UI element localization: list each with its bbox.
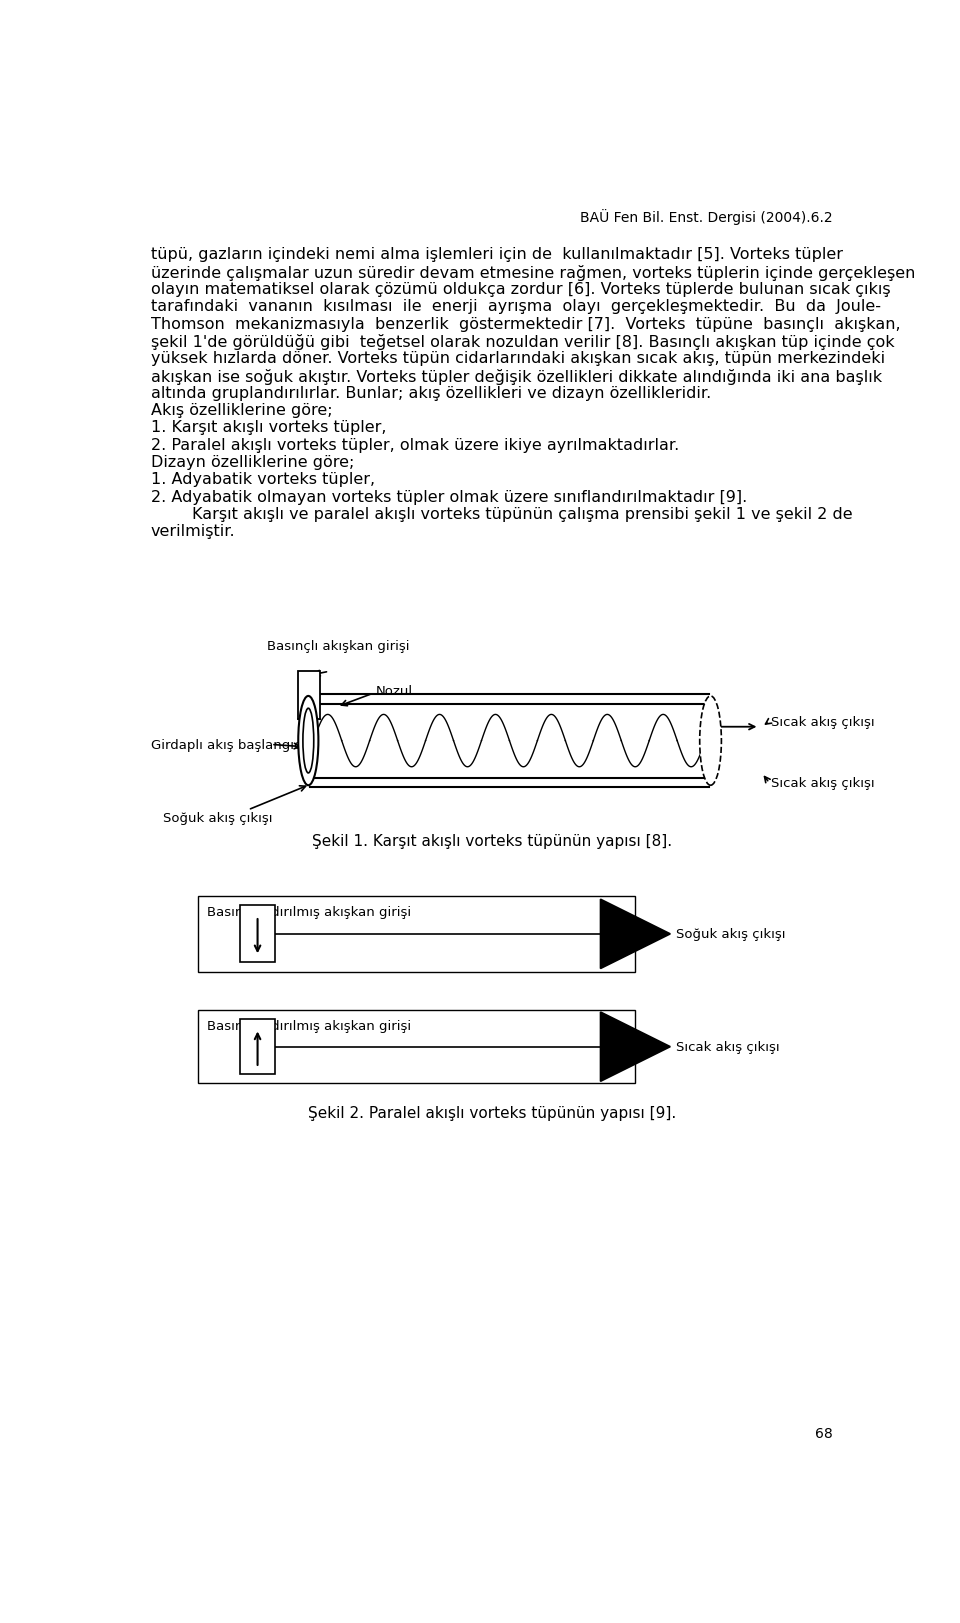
Bar <box>198 1011 636 1084</box>
Text: Karşıt akışlı ve paralel akışlı vorteks tüpünün çalışma prensibi şekil 1 ve şeki: Karşıt akışlı ve paralel akışlı vorteks … <box>151 506 852 521</box>
Text: Soğuk akış çıkışı: Soğuk akış çıkışı <box>162 812 272 824</box>
Text: altında gruplandırılırlar. Bunlar; akış özellikleri ve dizayn özellikleridir.: altında gruplandırılırlar. Bunlar; akış … <box>151 386 711 401</box>
Polygon shape <box>601 1013 670 1081</box>
Text: Girdaplı akış başlangıcı: Girdaplı akış başlangıcı <box>151 738 305 751</box>
Text: Sıcak akış çıkışı: Sıcak akış çıkışı <box>771 716 875 729</box>
Text: 1. Karşıt akışlı vorteks tüpler,: 1. Karşıt akışlı vorteks tüpler, <box>151 420 387 435</box>
Text: 1. Adyabatik vorteks tüpler,: 1. Adyabatik vorteks tüpler, <box>151 472 375 487</box>
Text: olayın matematiksel olarak çözümü oldukça zordur [6]. Vorteks tüplerde bulunan s: olayın matematiksel olarak çözümü oldukç… <box>151 282 891 297</box>
Text: BAÜ Fen Bil. Enst. Dergisi (2004).6.2: BAÜ Fen Bil. Enst. Dergisi (2004).6.2 <box>581 209 833 224</box>
Text: Basınçlandırılmış akışkan girişi: Basınçlandırılmış akışkan girişi <box>206 1019 411 1032</box>
Text: Akış özelliklerine göre;: Akış özelliklerine göre; <box>151 403 332 417</box>
Text: Dizayn özelliklerine göre;: Dizayn özelliklerine göre; <box>151 454 354 469</box>
Bar <box>240 906 275 962</box>
Text: Şekil 2. Paralel akışlı vorteks tüpünün yapısı [9].: Şekil 2. Paralel akışlı vorteks tüpünün … <box>308 1105 676 1120</box>
Text: Soğuk akış çıkışı: Soğuk akış çıkışı <box>677 928 786 941</box>
Text: Sıcak akış çıkışı: Sıcak akış çıkışı <box>771 777 875 790</box>
Ellipse shape <box>303 709 314 774</box>
Ellipse shape <box>700 696 721 786</box>
Text: Sıcak akış çıkışı: Sıcak akış çıkışı <box>677 1040 780 1053</box>
Text: 2. Adyabatik olmayan vorteks tüpler olmak üzere sınıflandırılmaktadır [9].: 2. Adyabatik olmayan vorteks tüpler olma… <box>151 490 747 505</box>
Text: verilmiştir.: verilmiştir. <box>151 524 235 539</box>
Ellipse shape <box>299 696 319 786</box>
Text: Thomson  mekanizmasıyla  benzerlik  göstermektedir [7].  Vorteks  tüpüne  basınç: Thomson mekanizmasıyla benzerlik gösterm… <box>151 316 900 331</box>
Text: Basınçlandırılmış akışkan girişi: Basınçlandırılmış akışkan girişi <box>206 906 411 919</box>
Bar <box>240 1019 275 1074</box>
Bar <box>299 672 320 719</box>
Text: yüksek hızlarda döner. Vorteks tüpün cidarlarındaki akışkan sıcak akış, tüpün me: yüksek hızlarda döner. Vorteks tüpün cid… <box>151 351 885 365</box>
Text: 68: 68 <box>815 1427 833 1440</box>
Text: üzerinde çalışmalar uzun süredir devam etmesine rağmen, vorteks tüplerin içinde : üzerinde çalışmalar uzun süredir devam e… <box>151 265 916 281</box>
Text: Şekil 1. Karşıt akışlı vorteks tüpünün yapısı [8].: Şekil 1. Karşıt akışlı vorteks tüpünün y… <box>312 834 672 849</box>
Bar <box>198 896 636 972</box>
Polygon shape <box>601 899 670 969</box>
Text: tüpü, gazların içindeki nemi alma işlemleri için de  kullanılmaktadır [5]. Vorte: tüpü, gazların içindeki nemi alma işleml… <box>151 247 843 261</box>
Text: şekil 1'de görüldüğü gibi  teğetsel olarak nozuldan verilir [8]. Basınçlı akışka: şekil 1'de görüldüğü gibi teğetsel olara… <box>151 334 895 349</box>
Text: 2. Paralel akışlı vorteks tüpler, olmak üzere ikiye ayrılmaktadırlar.: 2. Paralel akışlı vorteks tüpler, olmak … <box>151 438 680 453</box>
Text: Basınçlı akışkan girişi: Basınçlı akışkan girişi <box>267 639 410 652</box>
Text: Nozul: Nozul <box>375 685 413 698</box>
Text: tarafındaki  vananın  kısılması  ile  enerji  ayrışma  olayı  gerçekleşmektedir.: tarafındaki vananın kısılması ile enerji… <box>151 299 881 313</box>
Text: akışkan ise soğuk akıştır. Vorteks tüpler değişik özellikleri dikkate alındığınd: akışkan ise soğuk akıştır. Vorteks tüple… <box>151 368 882 385</box>
